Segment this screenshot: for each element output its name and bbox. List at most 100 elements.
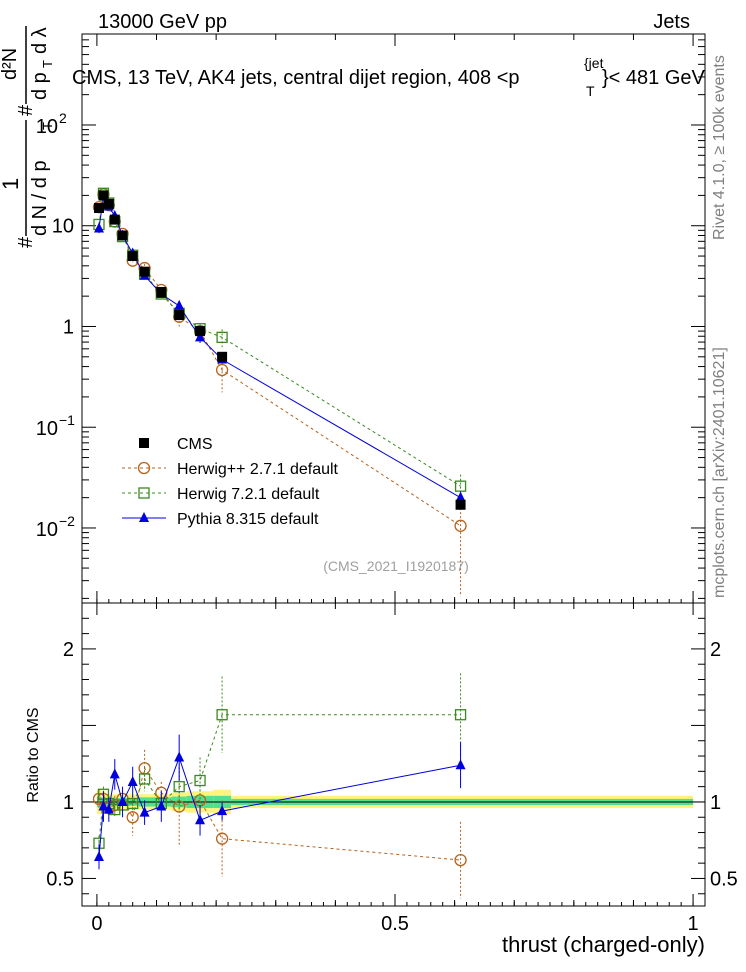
data-point-herwigpp <box>215 363 229 377</box>
y-tick-label-base: 10 <box>36 418 58 440</box>
y-tick-label-base: 10 <box>36 519 58 541</box>
x-tick-label: 1 <box>688 913 699 935</box>
series-cms <box>93 190 466 510</box>
x-axis-label: thrust (charged-only) <box>502 932 705 957</box>
ratio-panel-frame <box>81 602 706 907</box>
y-tick-label: 10 <box>52 216 74 238</box>
ratio-tick-label-left: 1 <box>63 792 74 814</box>
y-tick-label-exp: −1 <box>59 412 75 428</box>
ratio-point-pythia <box>139 806 150 817</box>
data-point-cms <box>109 214 120 225</box>
ylabel-hash2: # <box>15 104 37 116</box>
ratio-point-herwig7 <box>194 774 206 787</box>
ratio-series-layer <box>92 673 467 899</box>
ratio-tick-label-right: 1 <box>710 792 721 814</box>
legend-marker-cms <box>139 438 149 448</box>
ratio-point-pythia <box>117 795 128 806</box>
energy-label: 13000 GeV pp <box>98 11 227 33</box>
ratio-point-pythia <box>455 759 466 770</box>
ratio-point-herwigpp <box>215 832 229 845</box>
data-point-cms <box>174 309 185 320</box>
data-point-cms <box>195 326 206 337</box>
y-tick-label-base: 10 <box>36 116 58 138</box>
data-point-cms <box>98 190 109 201</box>
ratio-point-herwig7 <box>138 773 151 785</box>
main-y-axis-label: 1 # d N / d p T # d p T d²N d λ <box>0 26 55 248</box>
ratio-axis-ticks: 0.5 0.5 1 1 2 2 <box>46 617 738 895</box>
ylabel-d2n: d²N <box>0 48 21 80</box>
legend-item-herwigpp: Herwig++ 2.7.1 default <box>122 461 339 478</box>
data-point-herwig7 <box>216 331 228 343</box>
data-point-cms <box>455 499 466 510</box>
data-point-cms <box>127 251 138 262</box>
y-tick-label-exp: −2 <box>59 513 75 529</box>
mcplots-label: mcplots.cern.ch [arXiv:2401.10621] <box>711 347 728 598</box>
ratio-point-pythia <box>109 768 120 779</box>
legend-label-herwig7: Herwig 7.2.1 default <box>177 486 320 503</box>
data-point-cms <box>156 286 167 297</box>
jets-label: Jets <box>653 11 690 33</box>
ratio-line-herwigpp <box>98 767 461 861</box>
ratio-tick-label-left: 0.5 <box>46 868 74 890</box>
ratio-point-pythia <box>93 851 104 862</box>
series-pythia <box>93 190 466 505</box>
data-point-herwig7 <box>454 480 467 492</box>
ratio-point-pythia <box>98 800 109 811</box>
data-point-pythia <box>174 299 185 310</box>
data-point-pythia <box>455 491 466 502</box>
series-line-herwig7 <box>98 191 461 487</box>
ratio-point-pythia <box>217 805 228 816</box>
series-line-herwigpp <box>98 193 461 527</box>
legend-label-cms: CMS <box>177 436 213 453</box>
legend-item-cms: CMS <box>139 436 213 453</box>
x-tick-label: 0 <box>91 913 102 935</box>
ratio-y-axis-label: Ratio to CMS <box>25 707 42 802</box>
legend: CMS Herwig++ 2.7.1 default Herwig 7.2.1 de… <box>122 436 339 528</box>
plot-title: CMS, 13 TeV, AK4 jets, central dijet reg… <box>72 67 520 89</box>
data-point-pythia <box>93 222 104 233</box>
ratio-tick-label-right: 2 <box>710 639 721 661</box>
legend-item-pythia: Pythia 8.315 default <box>122 511 319 528</box>
legend-item-herwig7: Herwig 7.2.1 default <box>122 486 320 503</box>
plot-title-subscript: T <box>586 83 595 99</box>
ratio-point-herwig7 <box>216 709 228 721</box>
ratio-series-pythia <box>93 734 466 870</box>
ratio-point-herwig7 <box>454 709 467 721</box>
data-point-cms <box>217 351 228 362</box>
ylabel-dlambda: d λ <box>29 27 51 54</box>
y-tick-label: 1 <box>63 316 74 338</box>
data-point-cms <box>117 230 128 241</box>
ylabel-denom-sub: T <box>40 122 55 130</box>
ratio-point-pythia <box>103 803 114 814</box>
ratio-tick-label-left: 2 <box>63 639 74 661</box>
legend-label-pythia: Pythia 8.315 default <box>177 511 319 528</box>
ratio-point-pythia <box>174 751 185 762</box>
ratio-series-herwig7 <box>93 673 467 851</box>
ratio-point-herwigpp <box>454 853 467 867</box>
ratio-series-herwigpp <box>92 749 467 899</box>
analysis-id-watermark: (CMS_2021_I1920187) <box>323 558 469 574</box>
legend-label-herwigpp: Herwig++ 2.7.1 default <box>177 461 339 478</box>
series-herwig7 <box>93 187 467 502</box>
ratio-line-herwig7 <box>98 714 461 844</box>
ylabel-dpt: d p <box>29 72 51 100</box>
ratio-point-herwig7 <box>173 780 185 793</box>
data-point-cms <box>93 202 104 213</box>
legend-marker-pythia <box>139 512 149 522</box>
data-point-cms <box>139 266 150 277</box>
series-line-pythia <box>98 194 461 499</box>
legend-marker-herwigpp <box>137 461 151 475</box>
ylabel-dpt-sub: T <box>40 60 55 68</box>
ratio-point-pythia <box>156 800 167 811</box>
data-point-pythia <box>195 331 206 342</box>
data-point-cms <box>103 198 114 209</box>
x-tick-label: 0.5 <box>381 913 409 935</box>
ratio-point-pythia <box>195 814 206 825</box>
y-tick-label-exp: 2 <box>59 110 67 126</box>
ratio-point-herwig7 <box>127 797 139 810</box>
data-point-herwigpp <box>454 519 467 532</box>
rivet-label: Rivet 4.1.0, ≥ 100k events <box>711 55 728 240</box>
ratio-point-herwigpp <box>126 811 139 824</box>
ylabel-hash1: # <box>15 236 37 248</box>
legend-marker-herwig7 <box>138 487 150 499</box>
